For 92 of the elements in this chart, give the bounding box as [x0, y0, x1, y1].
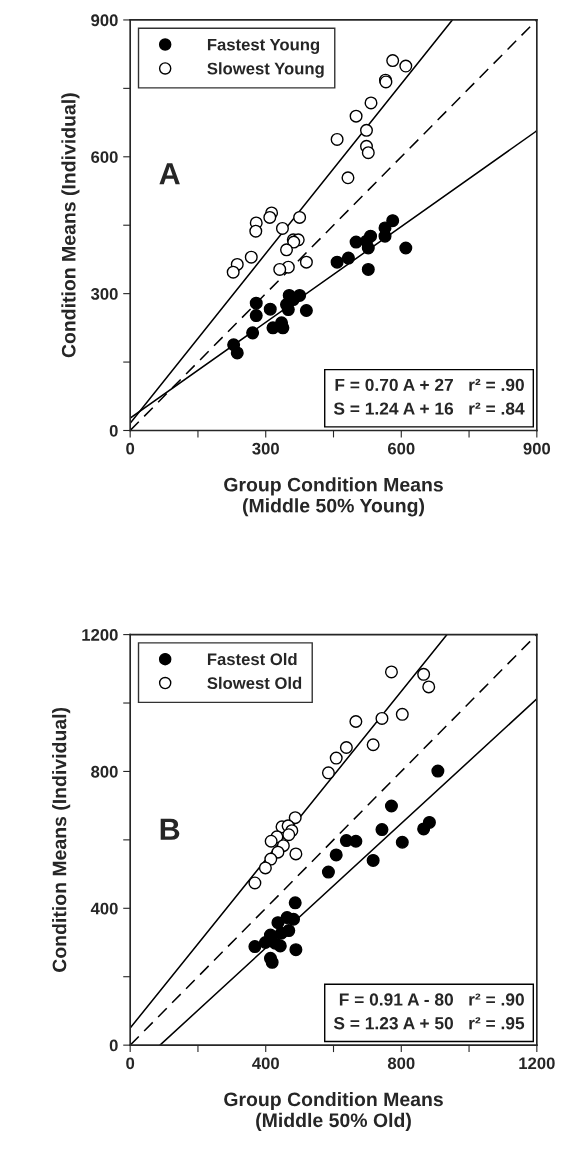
- annotation: B: [160, 818, 180, 840]
- y-tick-label: 1200: [82, 628, 118, 641]
- annotation: S = 1.23 A + 50 r² = .95: [333, 1017, 525, 1030]
- point: [249, 224, 263, 238]
- point: [282, 828, 296, 842]
- point: [273, 262, 287, 276]
- point: [395, 835, 409, 849]
- point: [359, 123, 373, 137]
- point: [417, 667, 431, 681]
- point: [276, 321, 290, 335]
- x-tick-label: 400: [252, 1057, 279, 1070]
- point: [289, 847, 303, 861]
- annotation: F = 0.91 A - 80 r² = .90: [339, 993, 524, 1006]
- point: [330, 255, 344, 269]
- point: [263, 302, 277, 316]
- point: [399, 241, 413, 255]
- point: [422, 680, 436, 694]
- annotation: F = 0.70 A + 27 r² = .90: [335, 378, 524, 392]
- point: [288, 896, 302, 910]
- point: [361, 146, 375, 160]
- point: [287, 912, 301, 926]
- x-tick-label: 900: [523, 442, 551, 455]
- point: [246, 326, 260, 340]
- point: [321, 865, 335, 879]
- point: [299, 255, 313, 269]
- point: [386, 214, 400, 228]
- point: [349, 109, 363, 123]
- y-tick-label: 0: [109, 424, 118, 437]
- legend-label: Slowest Young: [207, 62, 324, 78]
- point: [417, 822, 431, 836]
- point: [321, 766, 335, 780]
- x-tick-label: 1200: [519, 1057, 555, 1070]
- point: [265, 955, 279, 969]
- point: [249, 309, 263, 323]
- point: [329, 848, 343, 862]
- point: [384, 665, 398, 679]
- point: [248, 876, 262, 890]
- point: [375, 823, 389, 837]
- point: [341, 251, 355, 265]
- point: [349, 235, 363, 249]
- x-axis-title: Group Condition Means (Middle 50% Old): [224, 1091, 443, 1131]
- point: [248, 940, 262, 954]
- point: [339, 740, 353, 754]
- point: [349, 834, 363, 848]
- x-tick-label: 0: [126, 442, 135, 455]
- annotation: A: [159, 163, 180, 185]
- point: [264, 834, 278, 848]
- legend-label: Fastest Young: [207, 38, 320, 54]
- point: [375, 711, 389, 725]
- point: [395, 707, 409, 721]
- point: [361, 241, 375, 255]
- point: [330, 132, 344, 146]
- legend-label: Slowest Old: [207, 676, 302, 690]
- point: [289, 943, 303, 957]
- point: [366, 738, 380, 752]
- y-tick-label: 300: [90, 288, 118, 300]
- point: [364, 96, 378, 110]
- point: [263, 210, 277, 224]
- y-tick-label: 800: [91, 765, 118, 778]
- point: [230, 346, 244, 360]
- y-tick-label: 900: [91, 14, 118, 27]
- y-tick-label: 0: [109, 1039, 118, 1052]
- point: [249, 296, 263, 310]
- point: [299, 304, 313, 318]
- point: [399, 59, 413, 73]
- point: [288, 811, 302, 825]
- point: [258, 861, 272, 875]
- point: [226, 265, 240, 279]
- point: [273, 939, 287, 953]
- point: [329, 751, 343, 765]
- point: [349, 714, 363, 728]
- x-axis-title: Group Condition Means (Middle 50% Young): [224, 477, 443, 517]
- y-tick-label: 400: [90, 902, 118, 915]
- point: [384, 799, 398, 813]
- x-tick-label: 800: [387, 1057, 415, 1070]
- y-axis-title: Condition Means (Individual): [52, 707, 71, 972]
- point: [280, 243, 294, 257]
- legend-label: Fastest Old: [207, 652, 297, 666]
- point: [386, 54, 400, 68]
- point: [341, 171, 355, 185]
- point: [366, 853, 380, 867]
- y-tick-label: 600: [91, 151, 118, 163]
- point: [361, 262, 375, 276]
- x-tick-label: 0: [126, 1057, 135, 1070]
- x-tick-label: 600: [387, 442, 415, 455]
- point: [244, 250, 258, 264]
- annotation: S = 1.24 A + 16 r² = .84: [333, 402, 525, 415]
- point: [275, 221, 289, 235]
- y-axis-title: Condition Means (Individual): [61, 93, 80, 358]
- point: [431, 764, 445, 778]
- point: [293, 210, 307, 224]
- x-tick-label: 300: [252, 442, 279, 455]
